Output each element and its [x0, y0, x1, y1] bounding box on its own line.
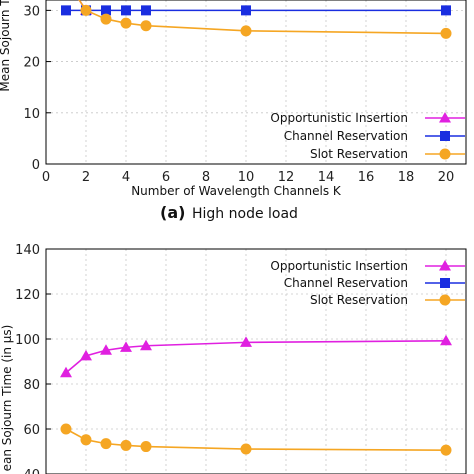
legend: Opportunistic Insertion Channel Reservati…: [270, 259, 465, 307]
x-tick-label: 8: [202, 170, 210, 185]
data-point: [61, 5, 71, 16]
data-point: [440, 334, 452, 346]
plot-frame: [45, 0, 467, 165]
data-point: [60, 366, 72, 378]
data-point: [60, 423, 72, 435]
caption-letter: (a): [160, 203, 185, 222]
x-tick-label: 12: [278, 170, 295, 185]
data-point: [120, 439, 132, 451]
data-point: [101, 5, 111, 16]
y-tick-label: 60: [23, 423, 40, 438]
plot-frame: [45, 248, 467, 474]
data-point: [120, 341, 132, 352]
data-point: [440, 444, 452, 456]
y-tick-label: 30: [23, 4, 40, 19]
x-axis-label: Number of Wavelength Channels K: [131, 184, 342, 198]
y-tick-label: 20: [23, 56, 40, 71]
data-point: [240, 336, 252, 347]
data-point: [241, 5, 251, 16]
legend-label: Channel Reservation: [284, 129, 408, 143]
legend: Opportunistic Insertion Channel Reservati…: [270, 111, 465, 161]
data-point: [441, 5, 451, 16]
legend-marker: [440, 131, 450, 141]
legend-label: Slot Reservation: [310, 147, 408, 161]
legend-marker: [439, 148, 451, 160]
data-point: [80, 4, 92, 16]
legend-marker: [439, 260, 451, 271]
series-line: [65, 340, 447, 374]
legend-marker: [439, 294, 451, 306]
x-tick-label: 0: [42, 170, 50, 185]
y-tick-label: 80: [23, 378, 40, 393]
data-point: [100, 438, 112, 450]
y-tick-label: 10: [23, 107, 40, 122]
data-point: [120, 17, 132, 29]
data-point: [140, 20, 152, 32]
data-point: [240, 443, 252, 455]
chart-top: 0 10 20 30 0 2 4 6 8 10 12 14 16 18 20 Number of Wavele…: [0, 0, 467, 198]
x-tick-label: 14: [318, 170, 335, 185]
caption: (a) High node load: [160, 203, 298, 222]
legend-label: Slot Reservation: [310, 293, 408, 307]
y-tick-label: 40: [23, 468, 40, 474]
series-group: [60, 334, 452, 456]
y-tick-label: 0: [32, 158, 40, 173]
legend-label: Opportunistic Insertion: [270, 259, 408, 273]
data-point: [140, 339, 152, 351]
data-point: [121, 5, 131, 16]
y-axis-label: ean Sojourn Time (in µs): [0, 325, 14, 472]
x-tick-label: 18: [398, 170, 415, 185]
x-tick-label: 2: [82, 170, 90, 185]
legend-label: Opportunistic Insertion: [270, 111, 408, 125]
y-tick-label: 120: [15, 288, 40, 303]
data-point: [100, 13, 112, 25]
x-tick-label: 20: [438, 170, 455, 185]
data-point: [141, 5, 151, 16]
data-point: [80, 434, 92, 446]
x-tick-label: 4: [122, 170, 130, 185]
data-point: [140, 441, 152, 453]
data-point: [100, 344, 112, 355]
legend-label: Channel Reservation: [284, 276, 408, 290]
y-tick-label: 100: [15, 333, 40, 348]
y-axis-label: Mean Sojourn T: [0, 0, 12, 92]
data-point: [240, 25, 252, 37]
caption-text: High node load: [192, 206, 298, 222]
legend-marker: [439, 112, 451, 123]
data-point: [440, 27, 452, 39]
x-tick-label: 6: [162, 170, 170, 185]
series-line: [78, 0, 447, 35]
chart-bottom: 40 60 80 100 120 140 ean Sojourn Time (in µs) O…: [0, 243, 467, 474]
legend-marker: [440, 278, 450, 288]
y-tick-label: 140: [15, 243, 40, 258]
x-tick-label: 10: [238, 170, 255, 185]
x-tick-label: 16: [358, 170, 375, 185]
series-group: [61, 0, 452, 39]
data-point: [80, 349, 92, 361]
